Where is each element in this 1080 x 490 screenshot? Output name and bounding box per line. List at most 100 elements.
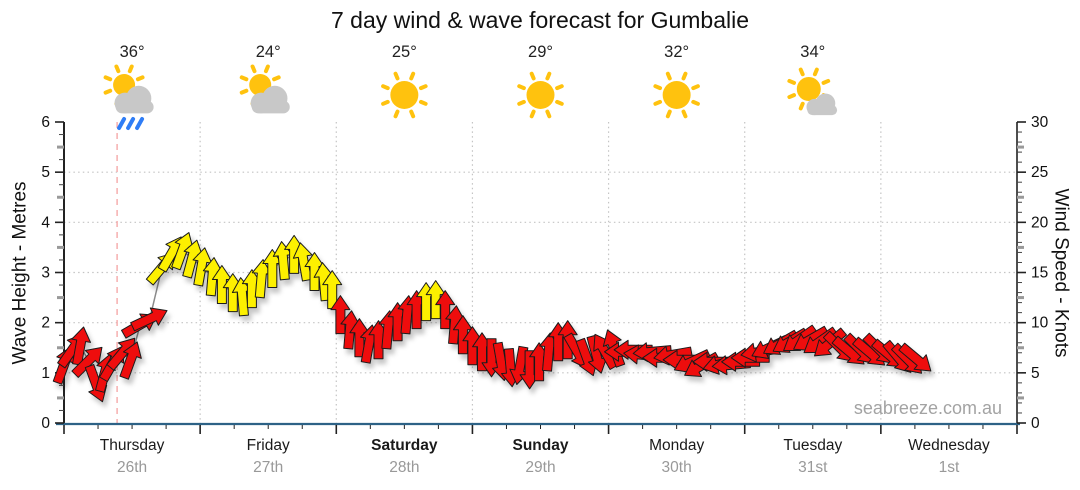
day-date-label: 30th	[662, 459, 692, 476]
wind-speed-axis-label: Wind Speed - Knots	[1050, 188, 1072, 357]
knots-tick-label: 15	[1031, 265, 1048, 282]
day-name-label: Tuesday	[783, 437, 842, 454]
knots-tick-label: 10	[1031, 315, 1049, 332]
sun-ray	[418, 99, 428, 106]
sun-ray	[787, 78, 797, 85]
sun-ray	[681, 71, 688, 81]
sun-ray	[127, 64, 134, 74]
day-header-row: Thursday 26th 36° Friday 27th 24° Saturday 28th…	[100, 43, 990, 476]
sun-ray	[665, 71, 672, 81]
sun-ray	[681, 109, 688, 119]
cloud-part	[251, 100, 290, 114]
day-date-label: 26th	[117, 459, 147, 476]
weather-icon-sun	[653, 71, 700, 119]
sun-ray	[555, 84, 564, 91]
day-name-label: Friday	[247, 437, 290, 454]
sun-ray	[691, 84, 700, 91]
sun-ray	[812, 67, 819, 77]
sun-ray	[665, 109, 672, 119]
wind-arrow	[130, 307, 168, 332]
wind-arrow-shape	[119, 341, 142, 380]
day-name-label: Saturday	[371, 437, 438, 454]
sun-ray	[114, 64, 121, 74]
sun-ray	[263, 64, 270, 74]
day-date-label: 29th	[525, 459, 555, 476]
wind-arrow	[71, 326, 92, 366]
day-name-label: Wednesday	[908, 437, 990, 454]
wind-arrow	[119, 341, 142, 380]
wave-height-axis-label: Wave Height - Metres	[9, 180, 31, 365]
wind-arrows	[52, 232, 932, 403]
temperature-label: 34°	[800, 43, 825, 61]
knots-tick-label: 0	[1031, 415, 1040, 432]
wind-arrow-shape	[71, 346, 103, 378]
weather-icon-sun-cloud	[239, 64, 290, 114]
sun-ray	[821, 78, 831, 85]
sun-ray	[787, 93, 797, 100]
wave-tick-label: 0	[41, 415, 50, 432]
temperature-label: 36°	[120, 43, 145, 61]
sun-ray	[517, 84, 526, 91]
cloud-part	[807, 105, 838, 116]
sun-ray	[250, 64, 257, 74]
wave-tick-label: 2	[41, 315, 50, 332]
wave-tick-label: 1	[41, 365, 50, 382]
sun-ray	[272, 75, 281, 82]
watermark: seabreeze.com.au	[853, 398, 1002, 418]
sun-ray	[393, 109, 400, 119]
sun-ray	[545, 71, 552, 81]
sun-ray	[545, 109, 552, 119]
wave-tick-label: 4	[41, 214, 50, 231]
wind-arrow	[292, 242, 313, 282]
temperature-label: 29°	[528, 43, 553, 61]
knots-tick-label: 20	[1031, 214, 1049, 231]
day-date-label: 27th	[253, 459, 283, 476]
day-date-label: 28th	[389, 459, 419, 476]
sun-ray	[691, 99, 700, 106]
wind-arrow-shape	[130, 307, 168, 332]
sun-ray	[239, 88, 249, 95]
sun-ray	[239, 75, 249, 82]
temperature-label: 32°	[664, 43, 689, 61]
wind-arrow-shape	[71, 326, 92, 366]
wind-arrow-shape	[898, 342, 932, 372]
cloud-part	[115, 100, 154, 114]
day-date-label: 31st	[798, 459, 828, 476]
wind-arrow-shape	[292, 242, 313, 282]
wave-tick-label: 5	[41, 164, 50, 181]
sun-ray	[409, 71, 416, 81]
weather-icon-sun-cloud-rain	[103, 64, 154, 130]
sun-ray	[381, 99, 390, 106]
sun-ray	[409, 109, 416, 119]
sun-ray	[798, 67, 805, 77]
wind-arrow	[330, 295, 351, 335]
weather-icon-sun	[517, 71, 564, 119]
sun-ray	[103, 75, 113, 82]
rain-drop	[126, 117, 136, 130]
day-name-label: Thursday	[100, 437, 165, 454]
wind-arrow	[71, 346, 103, 378]
sun-ray	[555, 99, 564, 106]
sun-ray	[103, 88, 113, 95]
wind-arrow	[898, 342, 932, 372]
sun-disc	[390, 81, 419, 109]
sun-ray	[418, 84, 428, 91]
weather-icon-sun-cloud-small	[787, 67, 838, 116]
sun-ray	[798, 101, 805, 111]
sun-ray	[393, 71, 400, 81]
sun-disc	[796, 77, 821, 101]
sun-disc	[662, 81, 691, 109]
wind-arrow-shape	[330, 295, 351, 335]
sun-ray	[653, 99, 663, 106]
knots-tick-label: 5	[1031, 365, 1040, 382]
sun-ray	[529, 71, 536, 81]
wave-tick-label: 3	[41, 265, 50, 282]
sun-ray	[529, 109, 536, 119]
rain-drop	[117, 117, 127, 130]
sun-ray	[135, 75, 145, 82]
sun-ray	[381, 84, 390, 91]
day-date-label: 1st	[939, 459, 960, 476]
sun-ray	[653, 84, 663, 91]
